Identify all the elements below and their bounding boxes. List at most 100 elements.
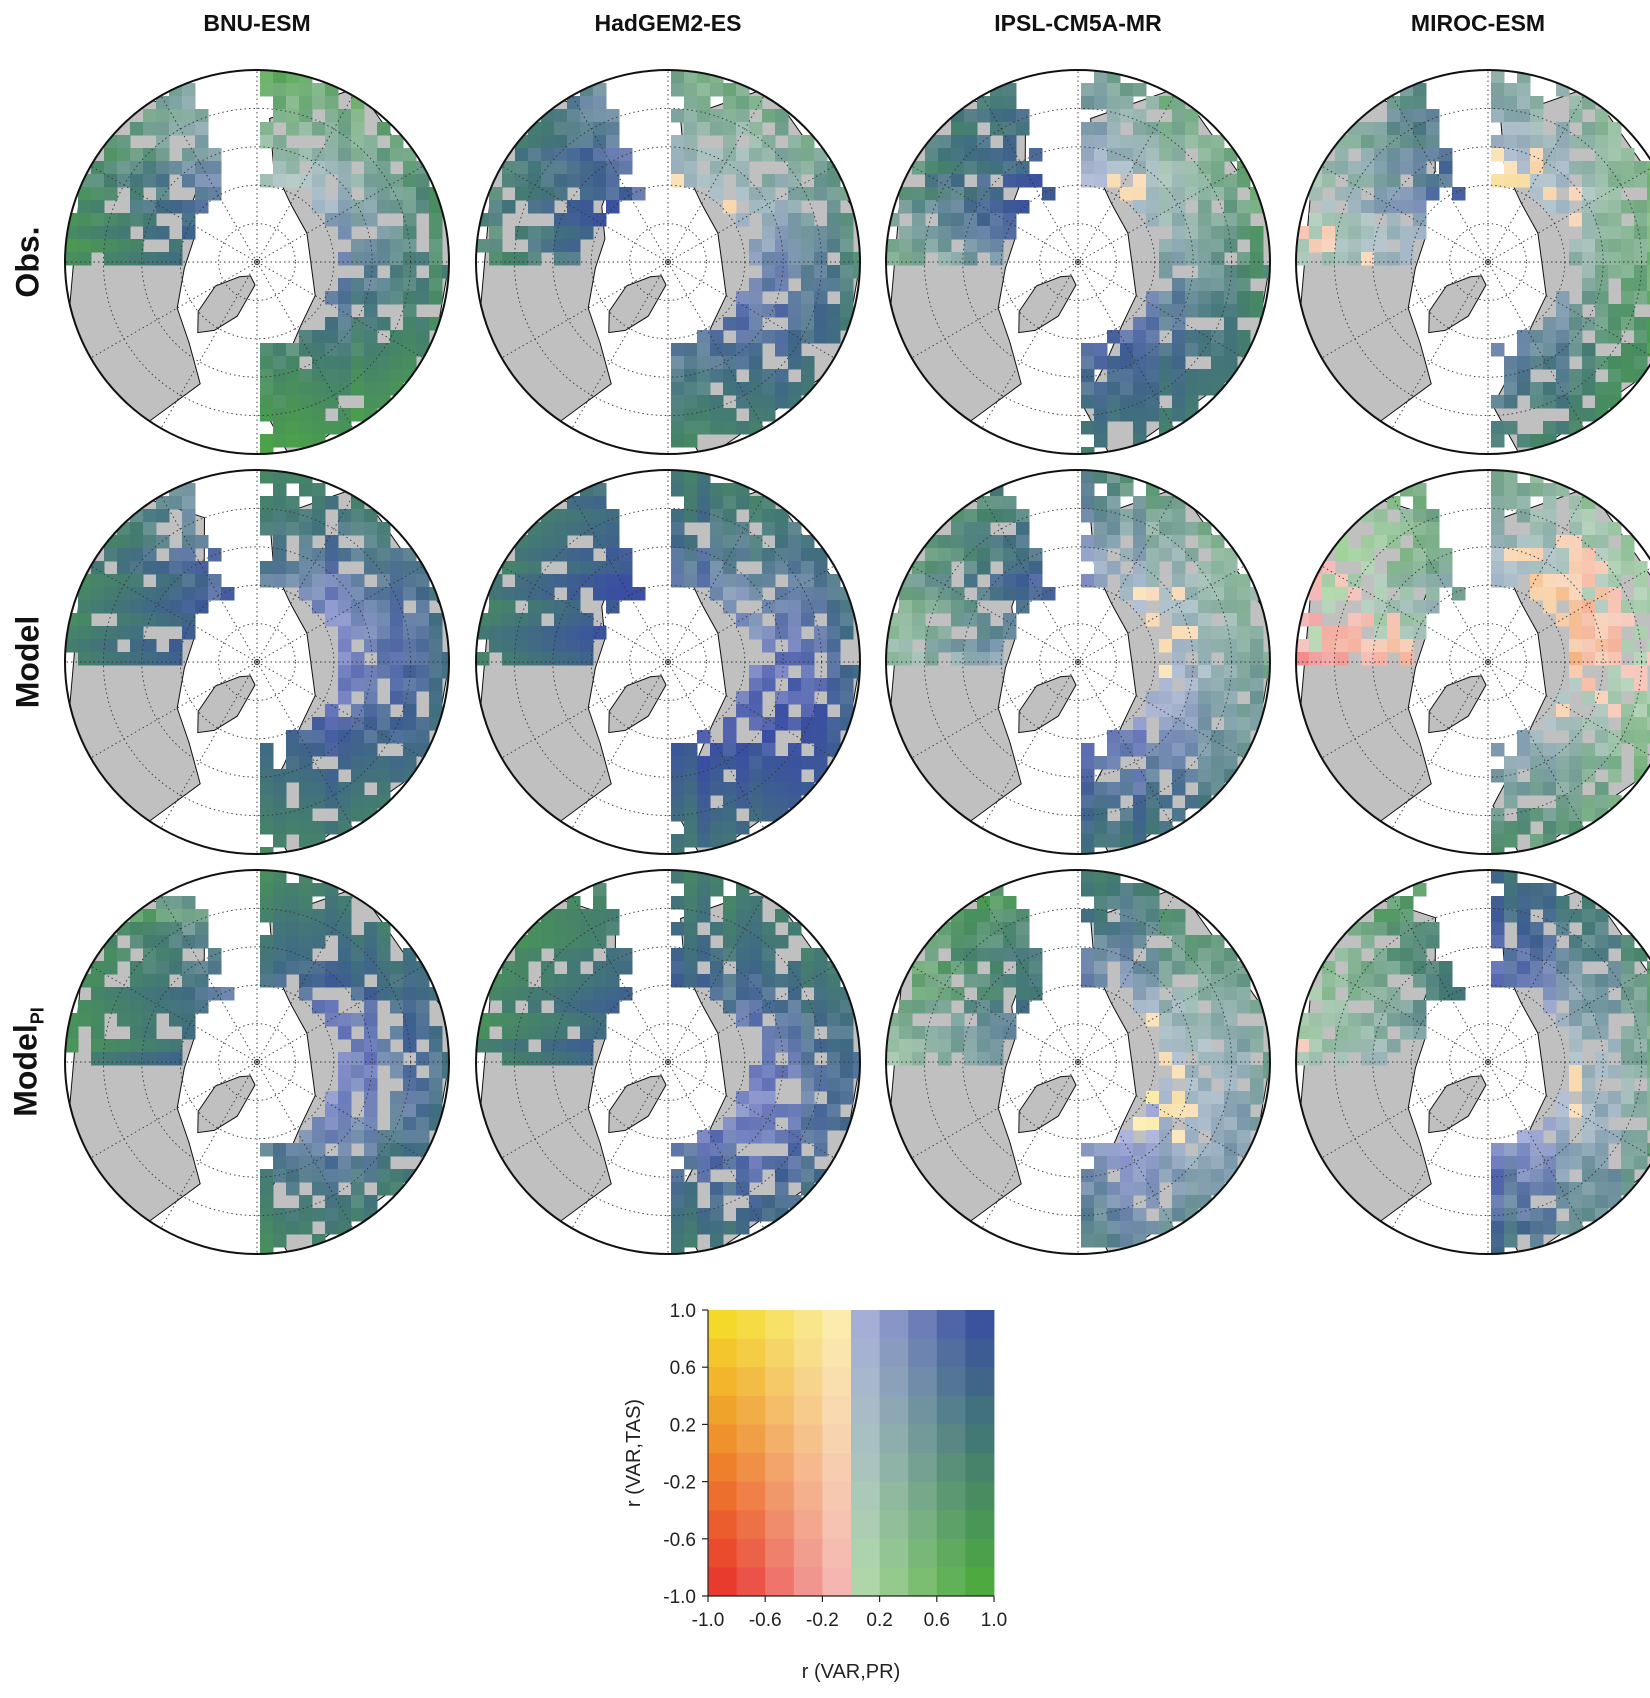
correlation-cell (990, 548, 1004, 562)
correlation-cell (990, 200, 1004, 214)
correlation-cell (1452, 587, 1466, 601)
correlation-cell (1198, 730, 1212, 744)
correlation-cell (671, 961, 685, 975)
correlation-cell (502, 174, 516, 188)
correlation-cell (671, 922, 685, 936)
correlation-cell (1569, 135, 1583, 149)
correlation-cell (1094, 509, 1108, 523)
correlation-cell (814, 265, 828, 279)
x-axis-label: r (VAR,PR) (802, 1661, 901, 1683)
correlation-cell (762, 935, 776, 949)
correlation-cell (671, 743, 685, 757)
correlation-cell (1094, 1221, 1108, 1235)
correlation-cell (1133, 1208, 1147, 1222)
correlation-cell (1621, 1065, 1635, 1079)
correlation-cell (990, 226, 1004, 240)
correlation-cell (338, 909, 352, 923)
correlation-cell (801, 948, 815, 962)
correlation-cell (1582, 1104, 1596, 1118)
correlation-cell (801, 1078, 815, 1092)
correlation-cell (1029, 174, 1043, 188)
correlation-cell (78, 226, 92, 240)
correlation-cell (1361, 252, 1375, 266)
correlation-cell (801, 226, 815, 240)
correlation-cell (312, 1130, 326, 1144)
correlation-cell (1543, 382, 1557, 396)
correlation-cell (156, 896, 170, 910)
correlation-cell (351, 974, 365, 988)
correlation-cell (1146, 948, 1160, 962)
correlation-cell (182, 96, 196, 110)
correlation-cell (1335, 574, 1349, 588)
correlation-cell (593, 96, 607, 110)
correlation-cell (736, 1221, 750, 1235)
legend-cell (822, 1395, 852, 1425)
correlation-cell (1595, 1195, 1609, 1209)
correlation-cell (899, 187, 913, 201)
correlation-cell (684, 808, 698, 822)
correlation-cell (403, 1026, 417, 1040)
correlation-cell (1094, 821, 1108, 835)
correlation-cell (338, 743, 352, 757)
correlation-cell (1582, 1195, 1596, 1209)
correlation-cell (364, 382, 378, 396)
correlation-cell (221, 987, 235, 1001)
correlation-cell (1211, 1117, 1225, 1131)
correlation-cell (775, 1195, 789, 1209)
correlation-cell (429, 691, 443, 705)
correlation-cell (1003, 122, 1017, 136)
correlation-cell (990, 239, 1004, 253)
correlation-cell (1413, 1013, 1427, 1027)
correlation-cell (1569, 1143, 1583, 1157)
correlation-cell (1413, 483, 1427, 497)
x-tick-label: -0.6 (749, 1610, 782, 1631)
correlation-cell (130, 1013, 144, 1027)
correlation-cell (1224, 691, 1238, 705)
correlation-cell (1491, 935, 1505, 949)
correlation-cell (1133, 548, 1147, 562)
correlation-cell (1133, 148, 1147, 162)
correlation-cell (364, 330, 378, 344)
correlation-cell (723, 948, 737, 962)
correlation-cell (78, 1013, 92, 1027)
correlation-cell (1172, 509, 1186, 523)
correlation-cell (489, 239, 503, 253)
correlation-cell (351, 174, 365, 188)
legend-cell (936, 1367, 966, 1397)
meridian-line (911, 661, 1079, 759)
correlation-cell (1504, 96, 1518, 110)
correlation-cell (977, 1000, 991, 1014)
correlation-cell (1491, 834, 1505, 848)
correlation-cell (1621, 1026, 1635, 1040)
correlation-cell (1647, 317, 1650, 331)
correlation-cell (1491, 509, 1505, 523)
correlation-cell (1133, 1156, 1147, 1170)
correlation-cells (476, 870, 860, 1254)
correlation-cell (416, 626, 430, 640)
correlation-cell (684, 1221, 698, 1235)
correlation-cell (364, 522, 378, 536)
correlation-cell (593, 535, 607, 549)
correlation-cell (1198, 1078, 1212, 1092)
correlation-cell (1595, 535, 1609, 549)
correlation-cell (977, 626, 991, 640)
correlation-cell (1491, 135, 1505, 149)
correlation-cell (814, 291, 828, 305)
correlation-cell (1185, 613, 1199, 627)
correlation-cell (260, 561, 274, 575)
correlation-cell (1595, 717, 1609, 731)
correlation-cell (377, 987, 391, 1001)
correlation-cell (364, 756, 378, 770)
correlation-cell (377, 343, 391, 357)
correlation-cell (489, 187, 503, 201)
correlation-cell (1146, 161, 1160, 175)
correlation-cell (1556, 200, 1570, 214)
correlation-cell (1387, 1000, 1401, 1014)
correlation-cell (1595, 626, 1609, 640)
correlation-cell (1133, 600, 1147, 614)
correlation-cell (814, 987, 828, 1001)
correlation-cell (1003, 574, 1017, 588)
correlation-cell (338, 665, 352, 679)
correlation-cell (1504, 948, 1518, 962)
correlation-cell (801, 278, 815, 292)
